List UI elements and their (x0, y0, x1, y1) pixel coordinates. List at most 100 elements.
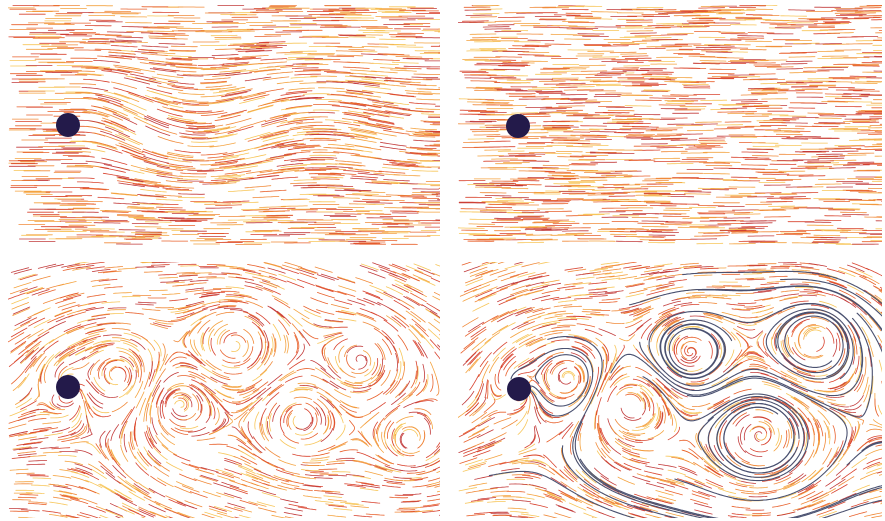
streak (820, 116, 846, 117)
streak (467, 514, 485, 516)
streak (25, 358, 36, 372)
streak (473, 451, 490, 457)
streak (727, 304, 745, 306)
streak (127, 31, 153, 32)
streak (429, 322, 443, 333)
streak (435, 106, 461, 107)
streak (291, 77, 317, 78)
streak (21, 401, 37, 410)
streak (431, 278, 448, 285)
streak (222, 482, 239, 488)
streak (832, 295, 848, 303)
streak (392, 62, 418, 63)
streak (218, 476, 235, 481)
streak (100, 515, 117, 521)
streak (311, 375, 327, 383)
streak (488, 501, 506, 502)
streak (331, 442, 348, 449)
streak (80, 513, 97, 518)
streak (365, 86, 391, 89)
streak (608, 110, 634, 111)
streak (698, 188, 724, 189)
streak (59, 282, 76, 286)
streak (618, 477, 635, 484)
streak (53, 476, 71, 479)
streak (28, 456, 46, 457)
streak (430, 124, 456, 125)
streak (431, 374, 434, 391)
streak (489, 462, 506, 466)
streak (560, 28, 586, 29)
streak (200, 476, 217, 481)
streak (264, 331, 268, 348)
streak (270, 414, 272, 432)
streak (434, 319, 449, 329)
streak (154, 340, 161, 356)
streak (298, 507, 316, 510)
streak (437, 140, 463, 141)
streak (669, 280, 687, 283)
streak (470, 375, 479, 390)
streak (288, 413, 291, 429)
streak (769, 206, 795, 207)
streak (365, 471, 383, 475)
streak (567, 146, 593, 147)
streak (718, 317, 735, 323)
streak (624, 176, 650, 177)
streak (418, 93, 444, 94)
streak (119, 386, 132, 398)
streak (133, 157, 158, 165)
streak (459, 488, 477, 491)
streak (169, 499, 186, 506)
streak (27, 464, 45, 465)
streak (471, 17, 497, 18)
streak (209, 506, 226, 511)
streak (230, 43, 256, 44)
streak (178, 376, 196, 379)
streak (236, 464, 253, 471)
streak (822, 102, 848, 103)
streak (65, 461, 83, 465)
streak (868, 134, 885, 135)
streak (220, 330, 230, 344)
streak (544, 515, 561, 520)
streak (289, 504, 307, 507)
streak (280, 499, 298, 503)
streak (239, 515, 256, 520)
streak (387, 316, 401, 327)
streak (761, 23, 787, 24)
streak (177, 272, 195, 273)
streak (668, 470, 685, 475)
streak (189, 125, 215, 126)
streak (356, 278, 373, 284)
streak (588, 195, 614, 196)
streak (404, 507, 422, 508)
streak (576, 277, 594, 279)
streak (784, 482, 800, 490)
streak (398, 362, 401, 380)
streak (476, 9, 502, 10)
streak (144, 272, 162, 273)
streak (682, 11, 708, 12)
streak (126, 312, 144, 314)
streak (254, 454, 269, 463)
streak (305, 440, 322, 446)
streak (564, 90, 590, 91)
streak (329, 289, 346, 294)
streak (748, 33, 774, 34)
streak (685, 368, 702, 371)
streak (134, 219, 160, 220)
streak (313, 152, 339, 153)
streak (502, 188, 528, 189)
streak (234, 359, 250, 367)
streak (395, 280, 411, 288)
streak (542, 230, 568, 231)
streak (353, 97, 379, 101)
streak (438, 168, 464, 169)
streak (359, 192, 385, 193)
streak (111, 82, 136, 89)
streak (435, 352, 446, 366)
streak (695, 122, 721, 123)
streak (598, 187, 624, 188)
streak (43, 452, 61, 453)
